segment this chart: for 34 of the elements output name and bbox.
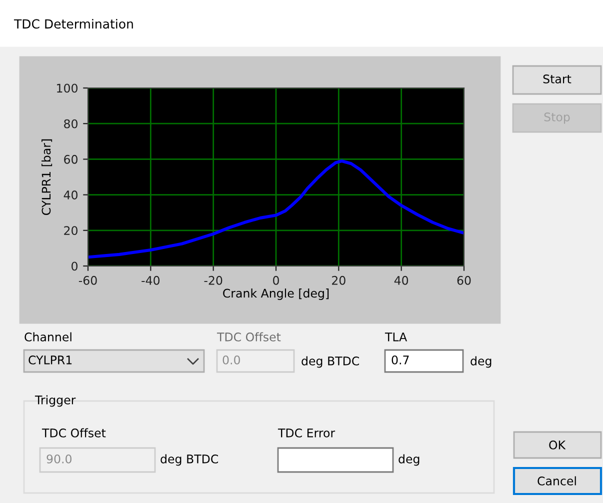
text: 90.0: [46, 454, 72, 464]
text: deg: [470, 356, 492, 368]
text: Start: [543, 74, 572, 84]
x-tick-label: -40: [142, 276, 160, 285]
y-tick-label: 60: [64, 154, 78, 164]
text: 0.7: [392, 355, 409, 364]
text: deg: [398, 454, 420, 466]
text: TLA: [384, 332, 408, 342]
text: OK: [549, 440, 566, 450]
x-tick-label: -60: [78, 276, 97, 285]
y-tick-label: 80: [64, 119, 78, 128]
text: TDC Determination: [14, 18, 133, 29]
y-tick-label: 40: [64, 190, 78, 200]
text: Channel: [24, 332, 72, 342]
x-tick-label: 40: [394, 276, 408, 285]
x-tick-label: -20: [204, 276, 222, 285]
text: TDC Offset: [216, 332, 281, 342]
text: CYLPR1: [28, 355, 72, 364]
y-axis-title: CYLPR1 [bar]: [42, 139, 52, 215]
x-tick-label: 0: [273, 276, 279, 285]
text: TDC Error: [278, 428, 336, 438]
x-tick-label: 20: [332, 276, 346, 285]
text: deg BTDC: [160, 454, 218, 466]
y-tick-label: 100: [57, 84, 78, 93]
text: deg BTDC: [302, 356, 360, 368]
text: 0.0: [222, 355, 240, 364]
line-series: [88, 159, 464, 259]
x-axis-title: Crank Angle [deg]: [223, 288, 329, 300]
y-tick-label: 0: [72, 262, 78, 271]
text: TDC Offset: [42, 428, 106, 438]
y-tick-label: 20: [64, 226, 78, 236]
text: Trigger: [34, 395, 76, 407]
text: Cancel: [538, 476, 576, 486]
x-tick-label: 60: [457, 276, 471, 285]
